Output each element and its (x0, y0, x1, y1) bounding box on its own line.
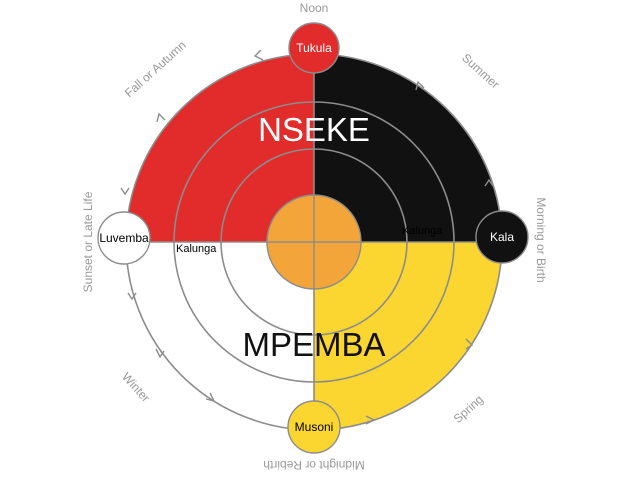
arrow-6 (205, 392, 216, 403)
label-fall: Fall or Autumn (122, 38, 189, 100)
arrow-3 (120, 187, 130, 196)
kalunga-left-label: Kalunga (176, 243, 217, 255)
svg-text:Tukula: Tukula (296, 41, 332, 55)
arrow-2 (156, 112, 166, 123)
direction-arrows (120, 49, 494, 425)
arrow-7 (365, 415, 376, 425)
arrow-9 (484, 178, 494, 187)
label-summer: Summer (459, 51, 502, 92)
label-midnight: Midnight or Rebirth (263, 458, 364, 472)
arrow-10 (415, 80, 425, 91)
nseke-title: NSEKE (258, 111, 370, 148)
label-winter: Winter (119, 370, 153, 405)
svg-text:Kala: Kala (490, 230, 514, 244)
label-morning: Morning or Birth (534, 197, 548, 282)
quadrant-top-left-red (126, 54, 314, 242)
label-noon: Noon (300, 1, 329, 15)
node-kala: Kala (475, 210, 529, 264)
node-musoni: Musoni (287, 400, 341, 454)
arrow-8 (465, 338, 474, 350)
quadrant-bottom-left-white (126, 242, 314, 430)
svg-text:Luvemba: Luvemba (99, 231, 149, 245)
mpemba-title: MPEMBA (242, 326, 385, 363)
quadrant-top-right-black (314, 54, 502, 242)
node-luvemba: Luvemba (97, 211, 151, 265)
label-spring: Spring (451, 392, 486, 426)
arrow-4 (127, 292, 137, 301)
node-tukula: Tukula (288, 22, 340, 74)
arrow-5 (155, 348, 165, 359)
svg-text:Musoni: Musoni (295, 420, 334, 434)
label-sunset: Sunset or Late Life (81, 191, 95, 292)
quadrant-bottom-right-yellow (314, 242, 502, 430)
arrow-1 (253, 49, 264, 61)
kalunga-right-label: Kalunga (402, 225, 443, 237)
